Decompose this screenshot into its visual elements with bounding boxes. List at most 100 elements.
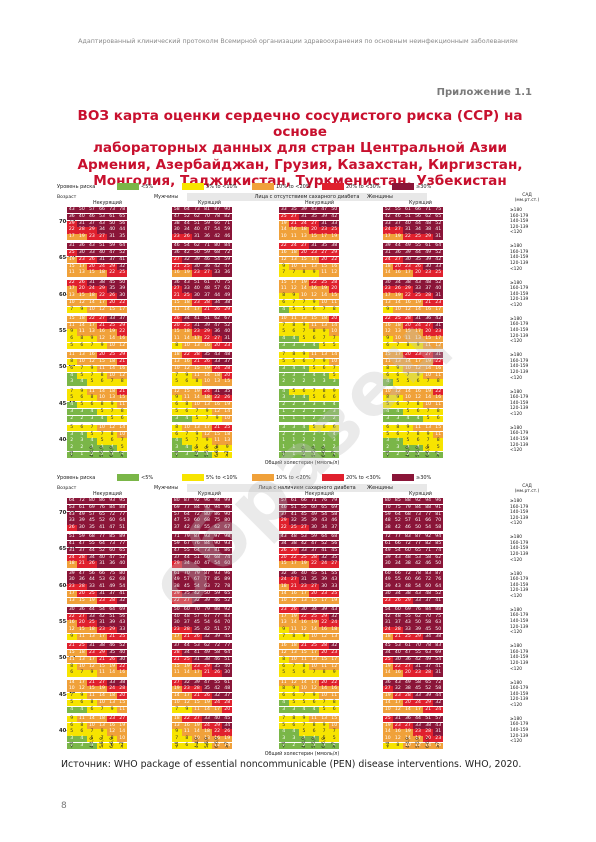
risk-cell: 51 — [117, 525, 127, 532]
sbp-label: 140-159 — [510, 582, 529, 588]
risk-cell: 6 — [87, 402, 97, 409]
risk-block: 30 34 38 43 48 52 23 26 29 33 37 40 17 19 22 25 28 31 13 14… — [383, 279, 443, 313]
risk-cell: 7 — [67, 388, 77, 395]
sbp-label: 160-179 — [510, 504, 529, 510]
risk-cell: 1 — [289, 415, 299, 422]
risk-cell: 2 — [279, 379, 289, 386]
risk-cell: 25 — [279, 213, 289, 220]
risk-cell: 5 — [289, 670, 299, 677]
risk-cell: 16 — [289, 590, 299, 598]
risk-cell: 4 — [403, 415, 413, 422]
sbp-label: ≥180 — [510, 535, 523, 541]
risk-cell: 79 — [403, 504, 413, 511]
risk-cell: 64 — [393, 511, 403, 518]
risk-cell: 71 — [222, 220, 232, 227]
risk-cell: 42 — [182, 525, 192, 532]
risk-cell: 17 — [309, 649, 319, 657]
sbp-label: 160-179 — [510, 431, 529, 437]
risk-cell: 50 — [107, 220, 117, 227]
risk-cell: 8 — [289, 352, 299, 359]
risk-cell: 47 — [403, 649, 413, 657]
risk-cell: 11 — [77, 715, 87, 722]
risk-cell: 64 — [433, 584, 443, 591]
risk-cell: 30 — [309, 525, 319, 532]
risk-cell: 12 — [97, 336, 107, 343]
risk-cell: 47 — [212, 322, 222, 329]
risk-cell: 18 — [212, 372, 222, 379]
risk-cell: 76 — [319, 498, 329, 505]
risk-cell: 50 — [413, 620, 423, 627]
risk-cell: 5 — [299, 336, 309, 343]
risk-cell: 61 — [413, 518, 423, 525]
risk-cell: 24 — [383, 227, 393, 234]
risk-cell: 37 — [172, 643, 182, 650]
risk-cell: 46 — [212, 656, 222, 663]
risk-cell: 27 — [299, 243, 309, 250]
risk-cell: 11 — [289, 234, 299, 241]
risk-cell: 22 — [279, 525, 289, 532]
risk-cell: 60 — [393, 606, 403, 614]
risk-cell: 44 — [393, 243, 403, 250]
risk-cell: 36 — [403, 715, 413, 722]
risk-cell: 7 — [309, 388, 319, 395]
risk-cell: 70 — [222, 620, 232, 627]
risk-cell: 14 — [279, 227, 289, 234]
risk-cell: 15 — [329, 715, 339, 722]
risk-block: 50 60 70 79 88 92 40 48 57 67 77 83 30 37 45 54 64 70 23 28… — [172, 606, 232, 641]
legend-text: <5% — [141, 475, 154, 481]
risk-cell: 94 — [423, 498, 433, 505]
risk-cell: 10 — [423, 372, 433, 379]
risk-cell: 49 — [383, 547, 393, 555]
risk-cell: 13 — [329, 634, 339, 641]
risk-cell: 49 — [107, 584, 117, 591]
risk-cell: 52 — [182, 213, 192, 220]
risk-cell: 87 — [192, 534, 202, 541]
risk-cell: 6 — [393, 431, 403, 438]
risk-cell: 2 — [309, 415, 319, 422]
risk-cell: 3 — [67, 431, 77, 438]
risk-cell: 7 — [329, 336, 339, 343]
risk-cell: 37 — [172, 554, 182, 561]
risk-cell: 96 — [222, 504, 232, 511]
risk-cell: 23 — [172, 234, 182, 241]
risk-cell: 6 — [393, 402, 403, 409]
risk-cell: 15 — [212, 431, 222, 438]
risk-cell: 6 — [289, 693, 299, 700]
risk-cell: 70 — [212, 279, 222, 286]
risk-cell: 27 — [329, 561, 339, 568]
risk-cell: 4 — [87, 438, 97, 445]
risk-cell: 28 — [202, 299, 212, 307]
risk-cell: 4 — [329, 431, 339, 438]
risk-cell: 54 — [117, 584, 127, 591]
risk-cell: 7 — [77, 365, 87, 372]
risk-cell: 13 — [393, 329, 403, 336]
risk-cell: 1 — [279, 451, 289, 459]
risk-cell: 5 — [299, 729, 309, 736]
risk-cell: 5 — [77, 402, 87, 409]
risk-cell: 16 — [202, 343, 212, 350]
risk-cell: 16 — [97, 329, 107, 336]
risk-cell: 6 — [413, 379, 423, 386]
risk-cell: 14 — [299, 679, 309, 686]
risk-cell: 81 — [212, 547, 222, 555]
risk-cell: 46 — [329, 518, 339, 525]
risk-cell: 8 — [87, 395, 97, 402]
risk-cell: 8 — [107, 431, 117, 438]
cholesterol-tick: 6-6,9 — [214, 737, 220, 748]
risk-cell: 20 — [319, 679, 329, 686]
risk-cell: 31 — [433, 729, 443, 736]
risk-cell: 3 — [77, 742, 87, 750]
risk-cell: 48 — [403, 554, 413, 561]
risk-cell: 13 — [202, 402, 212, 409]
risk-cell: 49 — [222, 293, 232, 300]
risk-cell: 8 — [67, 358, 77, 366]
risk-cell: 29 — [403, 597, 413, 604]
risk-cell: 22 — [182, 352, 192, 359]
risk-cell: 28 — [403, 693, 413, 700]
risk-cell: 6 — [383, 343, 393, 350]
risk-cell: 62 — [212, 525, 222, 532]
risk-cell: 74 — [433, 547, 443, 555]
risk-cell: 30 — [383, 279, 393, 286]
risk-cell: 18 — [172, 352, 182, 359]
risk-cell: 21 — [172, 656, 182, 663]
